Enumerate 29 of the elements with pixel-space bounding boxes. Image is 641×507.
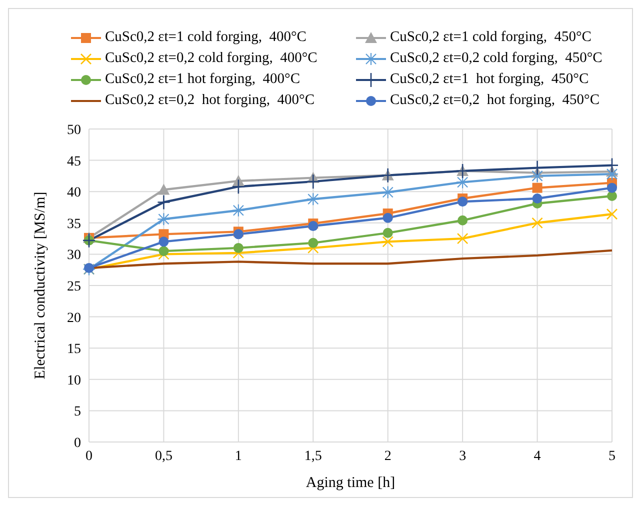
- x-tick-label: 3: [459, 448, 466, 464]
- legend-label: CuSc0,2 εt=0,2 hot forging, 400°C: [105, 92, 315, 109]
- y-tick-label: 25: [67, 279, 81, 294]
- x-tick-label: 0,5: [154, 448, 172, 464]
- legend-label: CuSc0,2 εt=1 hot forging, 400°C: [105, 71, 300, 88]
- y-tick-label: 40: [67, 186, 81, 201]
- x-tick-label: 2: [384, 448, 392, 464]
- y-axis-title: Electrical conductivity [MS/m]: [32, 192, 48, 380]
- x-tick-label: 4: [534, 448, 541, 464]
- x-tick-label: 5: [608, 448, 616, 464]
- x-axis-title: Aging time [h]: [306, 475, 396, 491]
- legend-label: CuSc0,2 εt=0,2 hot forging, 450°C: [390, 92, 600, 109]
- x-tick-label: 1: [234, 448, 242, 464]
- y-tick-label: 15: [67, 342, 81, 358]
- y-tick-label: 0: [74, 436, 81, 451]
- y-tick-label: 5: [74, 404, 81, 420]
- y-tick-label: 35: [67, 216, 81, 232]
- legend-label: CuSc0,2 εt=1 hot forging, 450°C: [390, 71, 589, 88]
- x-tick-label: 1,5: [304, 448, 322, 464]
- x-tick-label: 0: [86, 448, 92, 464]
- legend-label: CuSc0,2 εt=0,2 cold forging, 400°C: [105, 50, 318, 67]
- y-tick-label: 30: [67, 248, 81, 264]
- legend-label: CuSc0,2 εt=1 cold forging, 450°C: [390, 29, 592, 46]
- legend-label: CuSc0,2 εt=1 cold forging, 400°C: [105, 29, 306, 46]
- legend-label: CuSc0,2 εt=0,2 cold forging, 450°C: [390, 50, 602, 67]
- y-tick-label: 45: [67, 154, 81, 170]
- y-tick-label: 10: [67, 373, 81, 388]
- y-tick-label: 20: [67, 310, 81, 326]
- y-tick-label: 50: [67, 122, 81, 138]
